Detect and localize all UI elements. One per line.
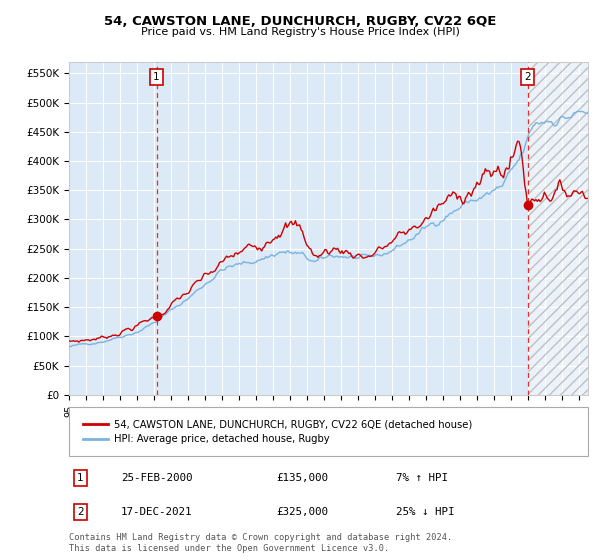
Text: £325,000: £325,000 — [277, 507, 329, 517]
Text: Contains HM Land Registry data © Crown copyright and database right 2024.
This d: Contains HM Land Registry data © Crown c… — [69, 533, 452, 553]
Bar — [528, 62, 588, 395]
Text: 2: 2 — [524, 72, 531, 82]
Legend: 54, CAWSTON LANE, DUNCHURCH, RUGBY, CV22 6QE (detached house), HPI: Average pric: 54, CAWSTON LANE, DUNCHURCH, RUGBY, CV22… — [79, 416, 476, 448]
Text: 1: 1 — [153, 72, 160, 82]
Bar — [528, 62, 588, 395]
Text: 17-DEC-2021: 17-DEC-2021 — [121, 507, 193, 517]
Text: 25% ↓ HPI: 25% ↓ HPI — [396, 507, 454, 517]
Text: £135,000: £135,000 — [277, 473, 329, 483]
Text: 25-FEB-2000: 25-FEB-2000 — [121, 473, 193, 483]
Text: 1: 1 — [77, 473, 84, 483]
Text: 2: 2 — [77, 507, 84, 517]
Text: 54, CAWSTON LANE, DUNCHURCH, RUGBY, CV22 6QE: 54, CAWSTON LANE, DUNCHURCH, RUGBY, CV22… — [104, 15, 496, 28]
Text: Price paid vs. HM Land Registry's House Price Index (HPI): Price paid vs. HM Land Registry's House … — [140, 27, 460, 37]
Text: 7% ↑ HPI: 7% ↑ HPI — [396, 473, 448, 483]
